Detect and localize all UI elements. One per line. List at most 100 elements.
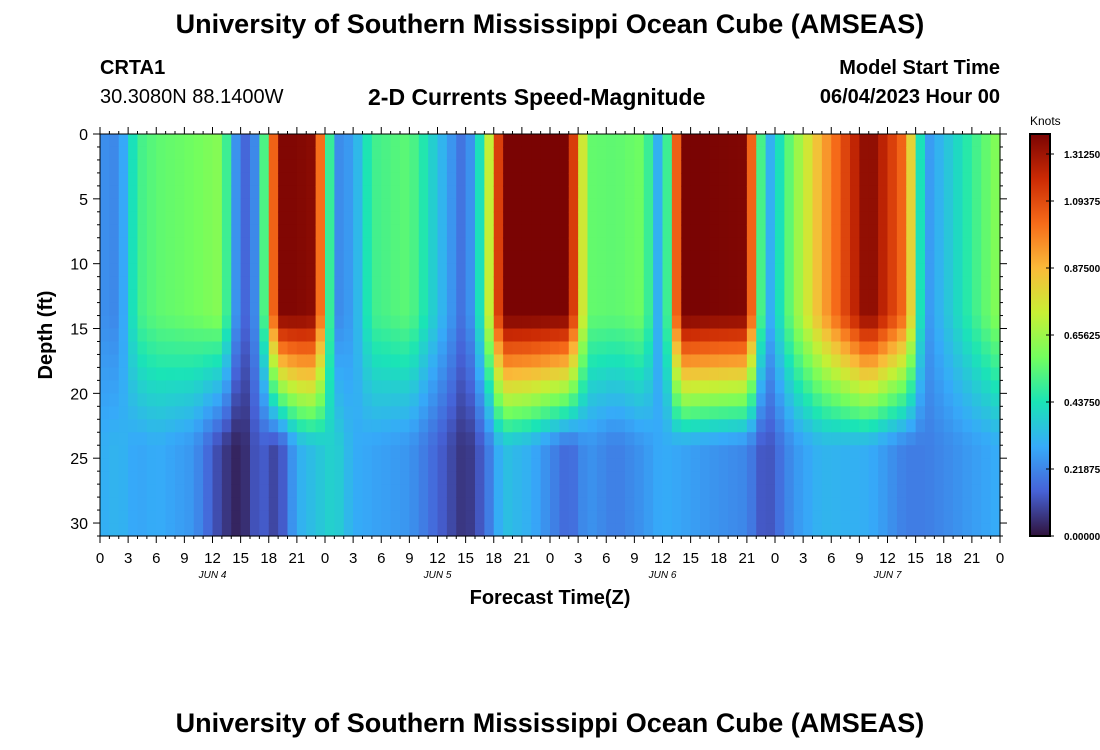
heat-cell bbox=[287, 419, 298, 433]
heat-cell bbox=[728, 276, 739, 291]
heat-cell bbox=[925, 419, 935, 433]
heat-cell bbox=[803, 471, 814, 485]
heat-cell bbox=[118, 211, 129, 226]
heat-cell bbox=[418, 523, 429, 537]
heat-cell bbox=[578, 380, 589, 394]
heat-cell bbox=[259, 328, 270, 343]
heat-cell bbox=[334, 419, 345, 433]
heat-cell bbox=[578, 328, 589, 343]
heat-cell bbox=[718, 367, 729, 381]
colorbar-tick-label: 1.312500 bbox=[1064, 150, 1100, 161]
heat-cell bbox=[971, 250, 982, 265]
heat-cell bbox=[193, 146, 204, 161]
heat-cell bbox=[287, 302, 298, 317]
heat-cell bbox=[887, 523, 898, 537]
heat-cell bbox=[962, 237, 973, 252]
heat-cell bbox=[493, 445, 504, 459]
heat-cell bbox=[850, 354, 860, 369]
heat-cell bbox=[831, 172, 842, 187]
heat-cell bbox=[315, 276, 326, 291]
heat-cell bbox=[634, 263, 645, 278]
heat-cell bbox=[662, 367, 673, 381]
x-tick-label: 15 bbox=[232, 550, 249, 567]
heat-cell bbox=[681, 432, 692, 446]
heat-cell bbox=[212, 367, 223, 381]
heat-cell bbox=[793, 471, 804, 485]
heat-cell bbox=[662, 419, 673, 433]
heat-cell bbox=[493, 250, 504, 265]
heat-cell bbox=[362, 302, 373, 317]
heat-cell bbox=[221, 367, 232, 381]
heat-cell bbox=[625, 146, 635, 161]
heat-cell bbox=[625, 134, 635, 148]
heat-cell bbox=[568, 250, 579, 265]
heat-cell bbox=[278, 419, 289, 433]
heat-cell bbox=[156, 302, 167, 317]
heat-cell bbox=[493, 341, 504, 356]
heat-cell bbox=[428, 211, 439, 226]
heat-cell bbox=[971, 263, 982, 278]
heat-cell bbox=[634, 276, 645, 291]
heat-cell bbox=[821, 523, 832, 537]
heat-cell bbox=[981, 315, 992, 330]
heat-cell bbox=[606, 341, 617, 356]
heat-cell bbox=[775, 419, 785, 433]
heat-cell bbox=[653, 458, 664, 472]
heat-cell bbox=[981, 185, 992, 200]
heat-cell bbox=[793, 224, 804, 239]
heat-cell bbox=[296, 159, 307, 174]
heat-cell bbox=[878, 406, 889, 420]
heat-cell bbox=[737, 458, 748, 472]
heat-cell bbox=[146, 224, 157, 239]
heat-cell bbox=[287, 185, 298, 200]
heat-cell bbox=[934, 237, 945, 252]
heat-cell bbox=[371, 510, 382, 524]
heat-cell bbox=[850, 263, 860, 278]
heat-cell bbox=[578, 276, 589, 291]
heat-cell bbox=[915, 146, 926, 161]
heat-cell bbox=[371, 328, 382, 343]
heat-cell bbox=[990, 458, 1001, 472]
heat-cell bbox=[925, 250, 935, 265]
heat-cell bbox=[578, 341, 589, 356]
heat-cell bbox=[493, 328, 504, 343]
heat-cell bbox=[906, 354, 917, 369]
heat-cell bbox=[690, 341, 701, 356]
heat-cell bbox=[381, 237, 392, 252]
heat-cell bbox=[606, 146, 617, 161]
heat-cell bbox=[315, 445, 326, 459]
heat-cell bbox=[400, 224, 410, 239]
heat-cell bbox=[137, 185, 148, 200]
heat-cell bbox=[203, 276, 214, 291]
heat-cell bbox=[962, 302, 973, 317]
heat-cell bbox=[896, 328, 907, 343]
heat-cell bbox=[390, 159, 401, 174]
heat-cell bbox=[278, 224, 289, 239]
heat-cell bbox=[671, 276, 682, 291]
heat-cell bbox=[812, 250, 823, 265]
heat-cell bbox=[512, 211, 523, 226]
heat-cell bbox=[634, 432, 645, 446]
heat-cell bbox=[737, 380, 748, 394]
heat-cell bbox=[409, 497, 420, 511]
heat-cell bbox=[362, 289, 373, 304]
heat-cell bbox=[418, 237, 429, 252]
heat-cell bbox=[212, 445, 223, 459]
heat-cell bbox=[943, 159, 954, 174]
heat-cell bbox=[559, 354, 570, 369]
heat-cell bbox=[943, 341, 954, 356]
heat-cell bbox=[971, 510, 982, 524]
heat-cell bbox=[287, 484, 298, 498]
heat-cell bbox=[934, 393, 945, 407]
heat-cell bbox=[765, 237, 776, 252]
heat-cell bbox=[831, 497, 842, 511]
heat-cell bbox=[118, 328, 129, 343]
heat-cell bbox=[287, 393, 298, 407]
heat-cell bbox=[821, 328, 832, 343]
heat-cell bbox=[821, 159, 832, 174]
heat-cell bbox=[550, 159, 560, 174]
heat-cell bbox=[925, 211, 935, 226]
heat-cell bbox=[315, 237, 326, 252]
heat-cell bbox=[100, 445, 110, 459]
heat-cell bbox=[925, 354, 935, 369]
